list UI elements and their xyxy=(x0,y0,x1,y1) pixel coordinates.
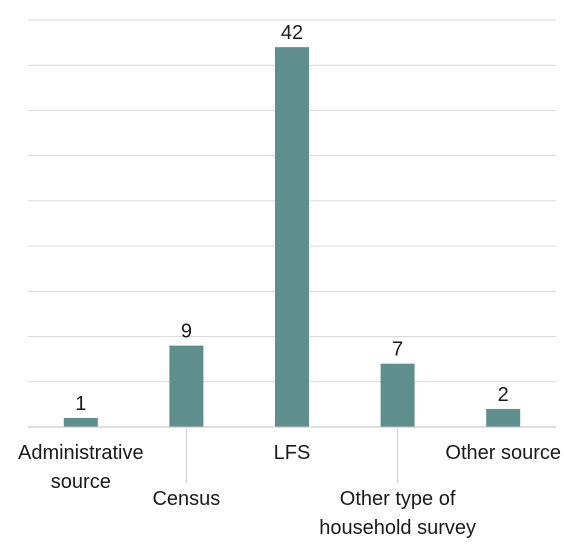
data-label: 2 xyxy=(498,384,509,406)
bar xyxy=(169,345,204,427)
bar xyxy=(63,417,98,427)
bar xyxy=(380,363,415,427)
category-tick-label: LFS xyxy=(274,442,311,464)
labels: 1 Administrative source 9 Census 42 LFS 7 Other … xyxy=(18,22,561,539)
data-label: 7 xyxy=(392,339,403,361)
data-label: 1 xyxy=(75,393,86,415)
category-tick-label: Other type of household survey xyxy=(319,488,476,539)
category-tick-label: Administrative source xyxy=(18,442,144,493)
bar xyxy=(275,47,309,428)
bar xyxy=(486,408,521,427)
bars xyxy=(63,47,521,428)
category-tick-label: Other source xyxy=(445,442,561,464)
data-label: 42 xyxy=(281,22,303,44)
category-tick-label: Census xyxy=(152,488,220,510)
data-label: 9 xyxy=(181,321,192,343)
x-axis xyxy=(28,426,556,483)
